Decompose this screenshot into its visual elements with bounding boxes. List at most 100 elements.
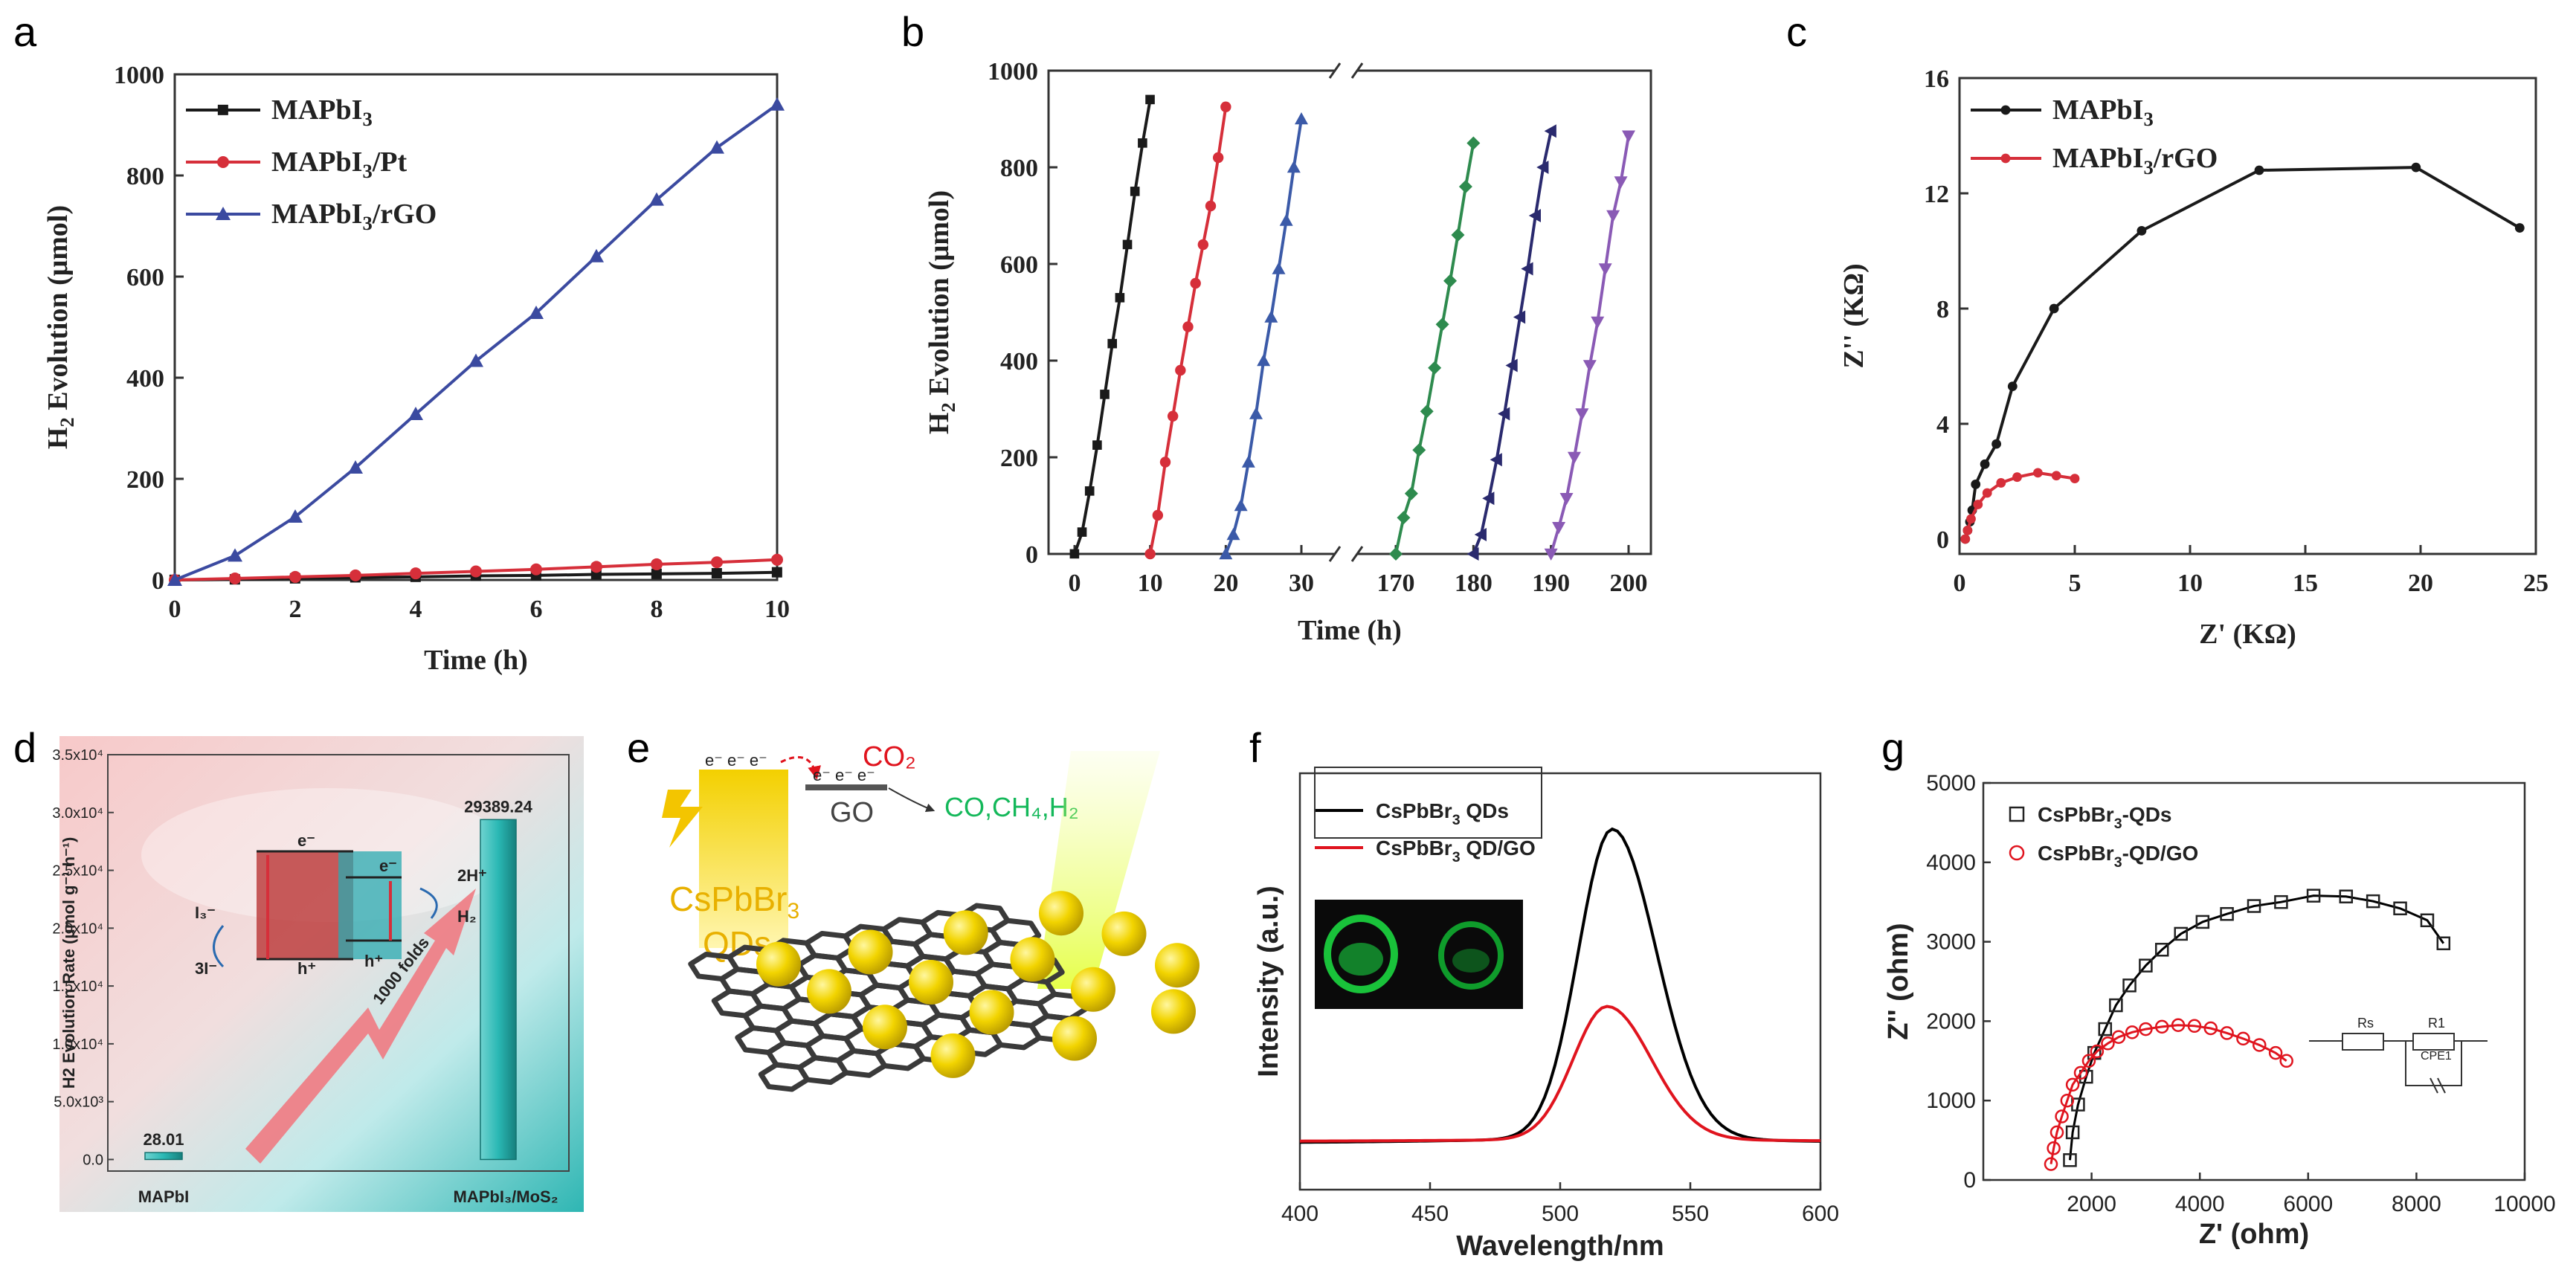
x-tick-label-a: 10 bbox=[764, 596, 790, 623]
circuit-cpe bbox=[2430, 1077, 2438, 1094]
legend-marker-a bbox=[217, 104, 228, 115]
qd-sphere bbox=[909, 960, 953, 1005]
data-point-c bbox=[1982, 488, 1992, 498]
y-tick-label-b: 200 bbox=[1000, 445, 1038, 472]
data-point-b bbox=[1100, 390, 1110, 399]
legend-label-a-sub: 3 bbox=[362, 212, 372, 234]
legend-label-c-main: MAPbI bbox=[2052, 94, 2143, 126]
legend-label-f-suffix: QD/GO bbox=[1461, 836, 1536, 860]
y-axis-label-a: H2 Evolution (μmol) bbox=[42, 205, 78, 449]
cspbbr3-band-block bbox=[699, 770, 788, 948]
legend-label-a: MAPbI3/Pt bbox=[271, 146, 408, 182]
legend-box-f bbox=[1314, 767, 1542, 839]
data-point-b bbox=[1404, 486, 1418, 500]
axis-break-b bbox=[1328, 62, 1342, 79]
plot-frame-d bbox=[107, 754, 570, 1172]
data-point-b bbox=[1167, 410, 1179, 422]
bar-category-label-d: MAPbI₃/MoS₂ bbox=[454, 1187, 558, 1206]
co2-label: CO₂ bbox=[863, 741, 916, 773]
data-point-b bbox=[1175, 364, 1186, 376]
axis-break-b bbox=[1350, 62, 1364, 79]
data-point-a bbox=[651, 568, 662, 579]
y-tick-label-g: 0 bbox=[1963, 1168, 1976, 1193]
glow-vial-1 bbox=[1324, 915, 1398, 993]
x-tick-label-f: 400 bbox=[1281, 1202, 1318, 1226]
qd-sphere bbox=[1071, 967, 1115, 1012]
data-point-a bbox=[711, 556, 723, 569]
data-point-b bbox=[1287, 161, 1301, 173]
y-tick-label-b: 0 bbox=[1025, 541, 1038, 569]
data-point-b bbox=[1077, 527, 1087, 537]
series-line-b bbox=[1549, 135, 1630, 555]
legend-label-a-sub: 3 bbox=[362, 108, 372, 130]
data-point-c bbox=[2514, 223, 2525, 233]
bar-d bbox=[480, 819, 517, 1161]
data-point-g bbox=[2339, 889, 2354, 903]
legend-label-a: MAPbI3 bbox=[271, 94, 373, 130]
data-point-g bbox=[2060, 1093, 2075, 1108]
x-tick-label-c: 25 bbox=[2523, 570, 2548, 597]
y-tick-label-d: 0.0 bbox=[83, 1152, 103, 1168]
data-point-g bbox=[2420, 913, 2435, 928]
inset-label-d: h⁺ bbox=[364, 952, 383, 970]
data-point-b bbox=[1144, 548, 1156, 560]
legend-label-c: MAPbI3 bbox=[2052, 94, 2154, 130]
series-line-a bbox=[174, 103, 779, 581]
plot-frame-left-b bbox=[1047, 69, 1335, 555]
data-point-b bbox=[1513, 310, 1526, 324]
data-point-b bbox=[1451, 228, 1465, 242]
legend-label-g-suffix: -QD/GO bbox=[2122, 842, 2199, 865]
data-point-b bbox=[1197, 239, 1209, 251]
data-point-a bbox=[408, 406, 423, 420]
data-point-c bbox=[1973, 500, 1983, 509]
data-point-c bbox=[2411, 162, 2421, 172]
data-point-g bbox=[2073, 1065, 2088, 1080]
x-axis-label-b: Time (h) bbox=[1298, 615, 1402, 646]
data-point-g bbox=[2274, 894, 2288, 909]
data-point-g bbox=[2268, 1045, 2283, 1060]
x-axis-label-c: Z' (KΩ) bbox=[2199, 619, 2296, 650]
data-point-b bbox=[1614, 176, 1628, 189]
series-line-c bbox=[1963, 166, 2521, 540]
y-axis-label-b-rest: Evolution (μmol) bbox=[924, 190, 955, 402]
products-label: CO,CH₄,H₂ bbox=[944, 792, 1079, 822]
bar-d bbox=[144, 1152, 183, 1161]
data-point-g bbox=[2154, 1019, 2169, 1034]
data-point-b bbox=[1498, 407, 1510, 421]
data-point-g bbox=[2049, 1125, 2064, 1140]
data-point-a bbox=[229, 572, 241, 584]
x-tick-label-g: 6000 bbox=[2283, 1192, 2333, 1216]
series-line-b bbox=[1224, 118, 1303, 555]
data-point-c bbox=[2051, 471, 2061, 481]
panel-label-e: e bbox=[627, 724, 650, 771]
fit-line-g bbox=[2068, 894, 2445, 1161]
data-point-a bbox=[711, 568, 722, 579]
data-point-b bbox=[1474, 528, 1487, 541]
data-point-g bbox=[2063, 1153, 2077, 1167]
inset-label-d: 3I⁻ bbox=[195, 959, 217, 978]
y-axis-label-d: H2 Evolution Rate (μmol g⁻¹ h⁻¹) bbox=[59, 837, 78, 1089]
data-point-b bbox=[1249, 407, 1263, 419]
panel-label-b: b bbox=[901, 8, 924, 55]
y-tick-label-d: 2.0x10⁴ bbox=[52, 920, 103, 937]
data-point-g bbox=[2081, 1054, 2096, 1068]
data-point-a bbox=[771, 567, 782, 578]
data-point-a bbox=[590, 561, 602, 573]
x-axis-label-f: Wavelength/nm bbox=[1456, 1231, 1664, 1262]
panel-label-f: f bbox=[1249, 724, 1261, 771]
y-tick-label-a: 1000 bbox=[114, 62, 164, 89]
data-point-b bbox=[1606, 210, 1620, 222]
data-point-b bbox=[1458, 180, 1472, 193]
x-tick-label-c: 15 bbox=[2293, 570, 2318, 597]
y-axis-label-g: Z'' (ohm) bbox=[1883, 923, 1914, 1039]
x-tick-label-a: 0 bbox=[169, 596, 181, 623]
x-tick-label-a: 4 bbox=[410, 596, 422, 623]
spectrum-line-f bbox=[1299, 1005, 1821, 1143]
data-point-b bbox=[1257, 354, 1271, 367]
chart-d: 0.0 5.0x10³ 1.0x10⁴ 1.5x10⁴ 2.0x10⁴ 2.5x10⁴ 3.… bbox=[52, 736, 584, 1212]
panel-label-c: c bbox=[1786, 8, 1807, 55]
qd-sphere bbox=[863, 1005, 907, 1050]
data-point-a bbox=[709, 140, 724, 154]
